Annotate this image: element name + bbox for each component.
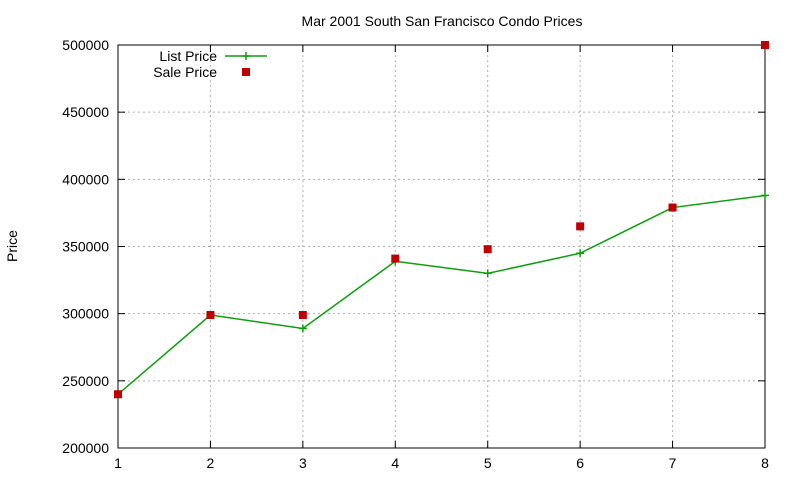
axis-ticks [117, 44, 766, 449]
y-tick-labels: 200000 250000 300000 350000 400000 450000 5000… [62, 37, 109, 456]
data-point [206, 311, 215, 320]
series-layer [114, 41, 769, 399]
data-point [761, 41, 769, 49]
x-tick-label: 4 [391, 455, 399, 471]
legend-label: List Price [159, 48, 217, 64]
series-list-price [114, 191, 769, 399]
series-sale-price [114, 41, 769, 399]
data-point [483, 269, 492, 278]
y-tick-label: 200000 [62, 440, 109, 456]
y-tick-label: 450000 [62, 104, 109, 120]
x-tick-label: 7 [669, 455, 677, 471]
data-point [576, 249, 585, 258]
data-point [298, 311, 307, 320]
y-tick-label: 400000 [62, 171, 109, 187]
grid-lines [118, 45, 765, 448]
y-tick-label: 300000 [62, 306, 109, 322]
plot-frame [117, 44, 766, 449]
x-tick-label: 8 [761, 455, 769, 471]
data-point [298, 324, 307, 333]
data-point [668, 203, 677, 212]
x-tick-label: 3 [299, 455, 307, 471]
y-axis-label: Price [4, 230, 20, 262]
y-tick-label: 500000 [62, 37, 109, 53]
legend-label: Sale Price [153, 64, 217, 80]
chart-title: Mar 2001 South San Francisco Condo Price… [302, 13, 583, 29]
y-tick-label: 350000 [62, 239, 109, 255]
legend-marker [242, 68, 250, 76]
data-point [483, 245, 492, 254]
series-line [117, 194, 766, 395]
data-point [576, 222, 585, 231]
legend-marker [242, 52, 250, 60]
data-point [761, 191, 769, 200]
x-tick-label: 1 [114, 455, 122, 471]
x-tick-label: 6 [576, 455, 584, 471]
data-point [391, 254, 400, 263]
y-tick-label: 250000 [62, 373, 109, 389]
x-tick-labels: 1 2 3 4 5 6 7 8 [114, 455, 769, 471]
data-point [114, 390, 122, 399]
x-tick-label: 2 [207, 455, 215, 471]
x-tick-label: 5 [484, 455, 492, 471]
